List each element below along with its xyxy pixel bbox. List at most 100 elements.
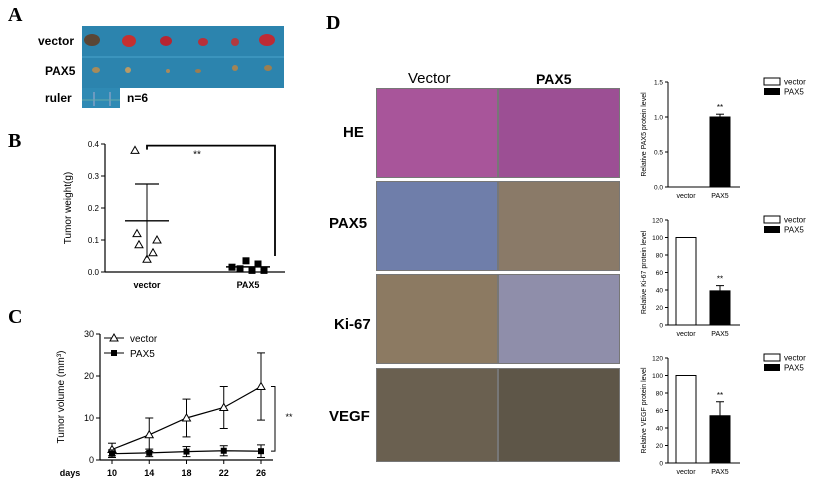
y-tick-label: 120 (652, 218, 663, 225)
micrograph-vegf-vector (376, 368, 498, 462)
data-point-vector (181, 412, 192, 422)
data-point-pax5 (242, 257, 250, 265)
significance-bracket (146, 144, 276, 256)
significance-label: ** (285, 412, 293, 422)
y-tick-label: 0.0 (654, 185, 663, 192)
y-tick-label: 1.5 (654, 80, 663, 87)
y-tick-label: 0.2 (88, 204, 100, 213)
data-point-vector (142, 254, 152, 263)
legend-swatch-vector (763, 353, 781, 362)
legend-label-pax5: PAX5 (784, 226, 804, 235)
y-tick-label: 0.4 (88, 140, 100, 149)
data-point-vector (144, 429, 155, 439)
y-tick-label: 0 (659, 323, 663, 330)
n-label: n=6 (127, 91, 149, 105)
bar-vector (675, 237, 697, 326)
x-tick-label-PAX5: PAX5 (711, 469, 728, 476)
micrograph-vegf-pax5 (498, 368, 620, 462)
data-point-pax5 (109, 450, 115, 457)
significance-label: ** (717, 391, 723, 400)
data-point-pax5 (146, 449, 153, 456)
x-tick-label: 22 (219, 468, 229, 478)
y-axis-label: Tumor weight(g) (63, 172, 74, 244)
tumor-vector-6 (259, 34, 275, 46)
micrograph-ki67-vector (376, 274, 498, 364)
chart-d3: 0 20 40 60 80 100 120 Relative VEGF protein lev… (641, 353, 806, 476)
data-point-pax5 (260, 266, 268, 274)
data-point-vector (148, 247, 158, 257)
y-tick-label: 40 (656, 288, 664, 295)
data-point-pax5 (183, 448, 190, 455)
tumor-pax5-2 (125, 67, 131, 73)
ruler-photo (82, 88, 120, 108)
micrograph-pax5-pax5 (498, 181, 620, 271)
tumor-photo-svg (82, 26, 284, 88)
tumor-pax5-5 (232, 65, 238, 71)
y-tick-label: 0.3 (88, 172, 100, 181)
chart-d2: 0 20 40 60 80 100 120 Relative Ki-67 protein le… (641, 215, 806, 338)
bar-PAX5 (709, 415, 731, 464)
y-tick-label: 60 (656, 270, 664, 277)
y-tick-label: 20 (84, 371, 94, 381)
y-tick-label: 1.0 (654, 115, 663, 122)
tumor-vector-5 (231, 38, 239, 46)
data-point-vector (132, 228, 142, 238)
data-point-pax5 (236, 265, 244, 273)
data-point-vector (152, 234, 162, 244)
y-axis-label: Relative Ki-67 protein level (641, 230, 648, 314)
column-header-vector: Vector (408, 70, 451, 87)
legend-marker-pax5 (111, 350, 117, 356)
x-tick-label-vector: vector (133, 280, 161, 290)
row-label-ruler: ruler (45, 91, 72, 105)
legend-swatch-pax5 (764, 88, 780, 95)
legend-swatch-pax5 (764, 364, 780, 371)
x-tick-label: 10 (107, 468, 117, 478)
y-tick-label: 40 (656, 426, 664, 433)
stain-label-vegf: VEGF (329, 408, 370, 425)
legend-label-vector: vector (784, 78, 806, 87)
stain-label-ki67: Ki-67 (334, 316, 371, 333)
legend-swatch-vector (763, 215, 781, 224)
data-point-vector (218, 402, 229, 411)
x-tick-label-PAX5: PAX5 (711, 331, 728, 338)
legend-swatch-vector (763, 77, 781, 86)
stain-label-pax5: PAX5 (329, 215, 368, 232)
y-tick-label: 0.1 (88, 236, 100, 245)
data-point-pax5 (220, 447, 227, 454)
legend-label-pax5: PAX5 (784, 88, 804, 97)
tumor-vector-3 (160, 36, 172, 46)
stain-label-he: HE (343, 124, 364, 141)
tumor-pax5-3 (166, 69, 170, 73)
data-point-pax5 (258, 448, 264, 455)
micrograph-ki67-pax5 (498, 274, 620, 364)
data-point-vector (134, 239, 144, 249)
data-point-pax5 (254, 260, 262, 268)
row-label-vector: vector (38, 34, 75, 48)
micrograph-pax5-vector (376, 181, 498, 271)
tumor-pax5-4 (195, 69, 201, 73)
y-tick-label: 120 (652, 356, 663, 363)
x-tick-label: 26 (256, 468, 266, 478)
data-point-vector (256, 381, 266, 390)
y-tick-label: 100 (652, 235, 663, 242)
panel-letter-b: B (8, 130, 22, 152)
y-tick-label: 30 (84, 329, 94, 339)
tumor-vector-4 (198, 38, 208, 46)
x-tick-label-vector: vector (676, 469, 696, 476)
legend-swatch-pax5 (764, 226, 780, 233)
legend-marker-vector (109, 332, 119, 342)
x-tick-label-vector: vector (676, 193, 696, 200)
significance-label: ** (193, 150, 201, 161)
panel-letter-a: A (8, 4, 23, 26)
x-tick-label-PAX5: PAX5 (237, 280, 260, 290)
tumor-vector-1 (84, 34, 100, 46)
x-tick-label-vector: vector (676, 331, 696, 338)
tumor-pax5-6 (264, 65, 272, 71)
y-axis-label: Relative VEGF protein level (641, 367, 648, 453)
y-tick-label: 100 (652, 373, 663, 380)
x-axis-label: days (60, 468, 81, 478)
y-tick-label: 80 (656, 391, 664, 398)
legend-label-pax5: PAX5 (784, 364, 804, 373)
tumor-pax5-1 (92, 67, 100, 73)
y-tick-label: 0 (659, 461, 663, 468)
